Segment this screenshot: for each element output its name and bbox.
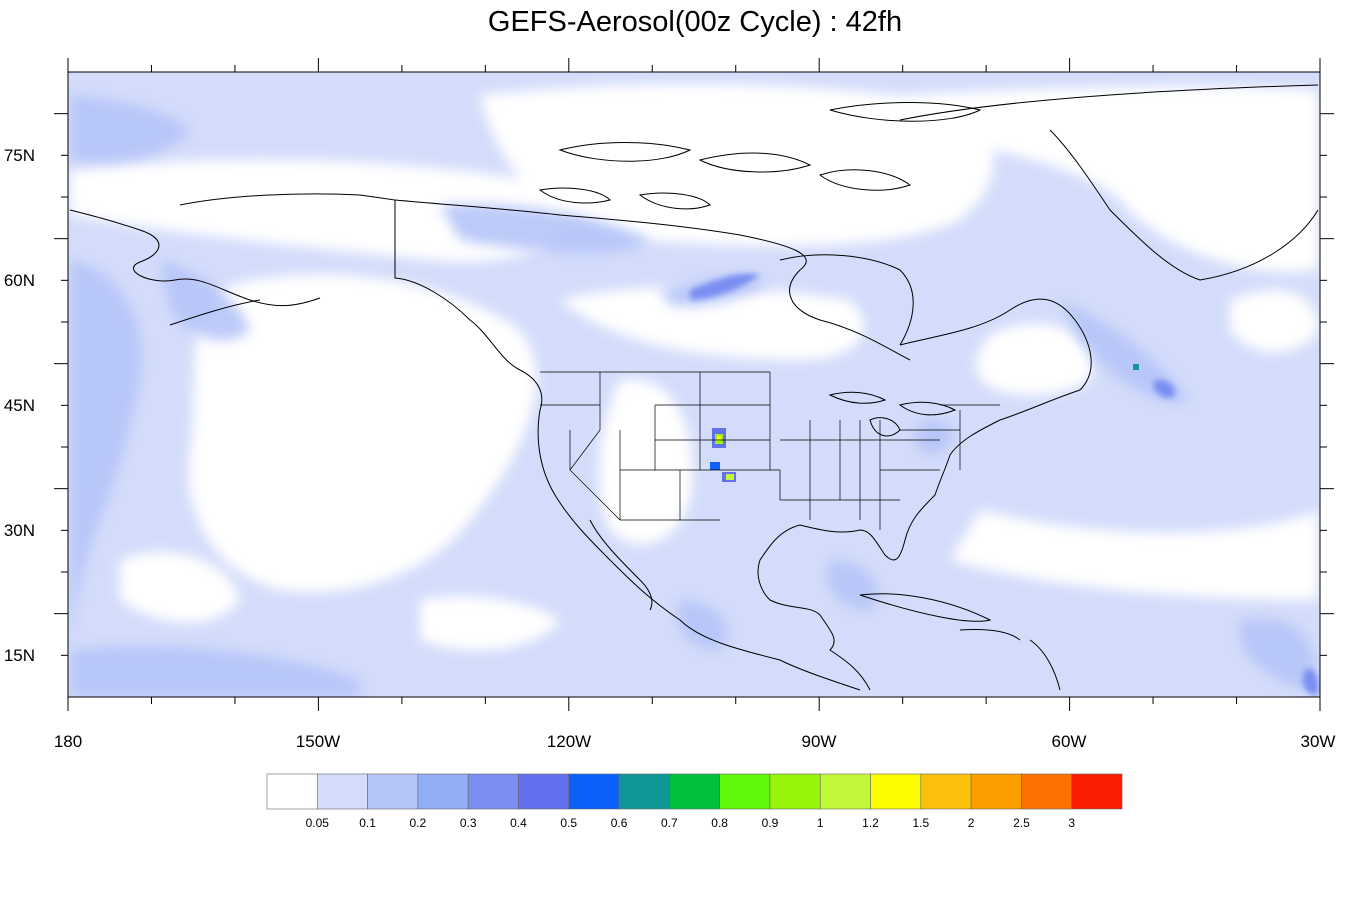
map-frame bbox=[67, 71, 1321, 698]
colorbar-swatch bbox=[518, 773, 570, 810]
colorbar-label: 2.5 bbox=[1013, 816, 1030, 830]
lon-label-30w: 30W bbox=[1301, 732, 1336, 751]
colorbar-label: 0.8 bbox=[711, 816, 728, 830]
lat-label-60n: 60N bbox=[4, 271, 35, 290]
axis-ticks bbox=[54, 58, 1334, 711]
colorbar-label: 0.7 bbox=[661, 816, 678, 830]
colorbar-swatch bbox=[618, 773, 670, 810]
colorbar-swatch bbox=[367, 773, 419, 810]
colorbar-swatch bbox=[1021, 773, 1073, 810]
lat-label-15n: 15N bbox=[4, 646, 35, 665]
colorbar-label: 0.3 bbox=[460, 816, 477, 830]
colorbar-swatch bbox=[669, 773, 720, 810]
colorbar-label: 1.5 bbox=[912, 816, 929, 830]
lat-label-75n: 75N bbox=[4, 146, 35, 165]
colorbar-swatch bbox=[819, 773, 871, 810]
lon-label-60w: 60W bbox=[1052, 732, 1087, 751]
lon-label-120w: 120W bbox=[547, 732, 591, 751]
aerosol-field bbox=[68, 72, 1320, 697]
colorbar-label: 2 bbox=[968, 816, 975, 830]
colorbar-swatch bbox=[467, 773, 519, 810]
colorbar-label: 0.6 bbox=[611, 816, 628, 830]
colorbar-label: 1 bbox=[817, 816, 824, 830]
colorbar-label: 0.1 bbox=[359, 816, 376, 830]
colorbar-swatch bbox=[1071, 773, 1123, 810]
lat-axis-labels: 75N 60N 45N 30N 15N bbox=[4, 146, 35, 665]
lat-label-45n: 45N bbox=[4, 396, 35, 415]
colorbar-label: 1.2 bbox=[862, 816, 879, 830]
lon-label-180: 180 bbox=[54, 732, 82, 751]
state-borders bbox=[540, 371, 1000, 530]
colorbar: 0.05 0.1 0.2 0.3 0.4 0.5 0.6 0.7 0.8 0.9 1 1.2 1.5 2 2… bbox=[266, 773, 1123, 830]
colorbar-label: 0.05 bbox=[306, 816, 330, 830]
colorbar-swatch bbox=[266, 773, 318, 810]
plot-title: GEFS-Aerosol(00z Cycle) : 42fh bbox=[487, 6, 903, 38]
colorbar-label: 0.5 bbox=[560, 816, 577, 830]
colorbar-swatch bbox=[417, 773, 469, 810]
colorbar-swatch bbox=[769, 773, 821, 810]
colorbar-label: 0.2 bbox=[410, 816, 427, 830]
colorbar-swatch bbox=[920, 773, 972, 810]
coastlines bbox=[69, 84, 1319, 691]
colorbar-swatch bbox=[970, 773, 1022, 810]
colorbar-label: 0.4 bbox=[510, 816, 527, 830]
colorbar-swatch bbox=[568, 773, 620, 810]
lon-label-150w: 150W bbox=[296, 732, 340, 751]
lon-label-90w: 90W bbox=[802, 732, 837, 751]
lon-axis-labels: 180 150W 120W 90W 60W 30W bbox=[54, 732, 1336, 751]
colorbar-label: 0.9 bbox=[762, 816, 779, 830]
colorbar-swatch bbox=[870, 773, 922, 810]
colorbar-label: 3 bbox=[1068, 816, 1075, 830]
colorbar-swatch bbox=[719, 773, 771, 810]
lat-label-30n: 30N bbox=[4, 521, 35, 540]
colorbar-swatch bbox=[316, 773, 368, 810]
